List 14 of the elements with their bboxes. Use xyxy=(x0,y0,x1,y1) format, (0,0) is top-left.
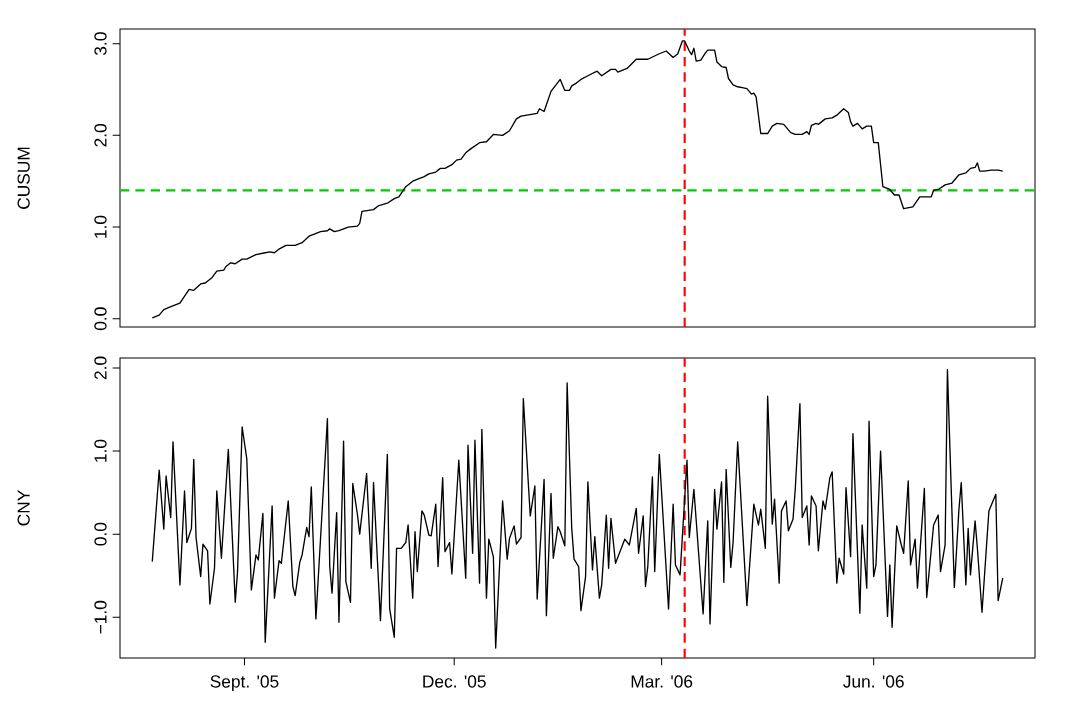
x-tick-label: Mar. '06 xyxy=(631,675,693,688)
y-tick-label: 0.0 xyxy=(94,522,107,546)
y-tick-label: 1.0 xyxy=(94,215,107,238)
y-axis-title: CNY xyxy=(17,490,30,526)
x-tick-label: Jun. '06 xyxy=(843,675,904,688)
y-axis-title: CUSUM xyxy=(17,147,30,209)
y-tick-label: 0.0 xyxy=(94,307,107,331)
y-tick-label: −1.0 xyxy=(94,600,107,634)
y-tick-label: 2.0 xyxy=(94,123,107,147)
x-tick-label: Dec. '05 xyxy=(423,675,486,688)
x-tick-label: Sept. '05 xyxy=(210,675,279,692)
y-tick-label: 2.0 xyxy=(94,356,107,380)
y-tick-label: 1.0 xyxy=(94,439,107,462)
y-tick-label: 3.0 xyxy=(94,32,107,56)
